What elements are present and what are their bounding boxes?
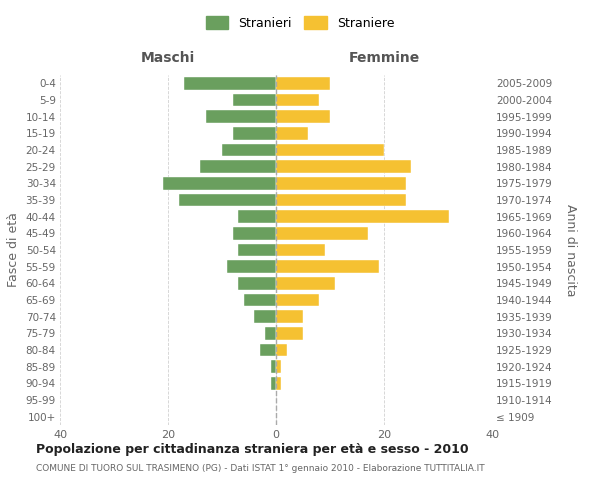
Bar bbox=[200, 160, 276, 173]
Y-axis label: Fasce di età: Fasce di età bbox=[7, 212, 20, 288]
Bar bbox=[238, 210, 276, 223]
Bar bbox=[222, 144, 276, 156]
Bar bbox=[276, 127, 308, 140]
Bar bbox=[276, 110, 330, 123]
Text: COMUNE DI TUORO SUL TRASIMENO (PG) - Dati ISTAT 1° gennaio 2010 - Elaborazione T: COMUNE DI TUORO SUL TRASIMENO (PG) - Dat… bbox=[36, 464, 485, 473]
Bar bbox=[238, 277, 276, 289]
Bar bbox=[206, 110, 276, 123]
Bar bbox=[276, 260, 379, 273]
Bar bbox=[233, 127, 276, 140]
Y-axis label: Anni di nascita: Anni di nascita bbox=[564, 204, 577, 296]
Bar bbox=[265, 327, 276, 340]
Bar bbox=[227, 260, 276, 273]
Bar bbox=[276, 144, 384, 156]
Bar bbox=[163, 177, 276, 190]
Bar bbox=[244, 294, 276, 306]
Bar bbox=[276, 160, 411, 173]
Bar bbox=[179, 194, 276, 206]
Bar bbox=[276, 377, 281, 390]
Bar bbox=[276, 210, 449, 223]
Text: Femmine: Femmine bbox=[349, 51, 419, 65]
Bar bbox=[276, 94, 319, 106]
Bar bbox=[276, 194, 406, 206]
Bar bbox=[271, 377, 276, 390]
Text: Popolazione per cittadinanza straniera per età e sesso - 2010: Popolazione per cittadinanza straniera p… bbox=[36, 442, 469, 456]
Bar bbox=[276, 310, 303, 323]
Bar bbox=[238, 244, 276, 256]
Bar bbox=[254, 310, 276, 323]
Bar bbox=[276, 177, 406, 190]
Bar bbox=[276, 244, 325, 256]
Bar bbox=[233, 94, 276, 106]
Bar bbox=[276, 360, 281, 373]
Bar bbox=[233, 227, 276, 239]
Bar bbox=[276, 277, 335, 289]
Legend: Stranieri, Straniere: Stranieri, Straniere bbox=[201, 11, 399, 35]
Bar bbox=[260, 344, 276, 356]
Bar bbox=[276, 77, 330, 90]
Bar bbox=[276, 327, 303, 340]
Bar bbox=[276, 294, 319, 306]
Bar bbox=[184, 77, 276, 90]
Bar bbox=[276, 227, 368, 239]
Bar bbox=[276, 344, 287, 356]
Bar bbox=[271, 360, 276, 373]
Text: Maschi: Maschi bbox=[141, 51, 195, 65]
